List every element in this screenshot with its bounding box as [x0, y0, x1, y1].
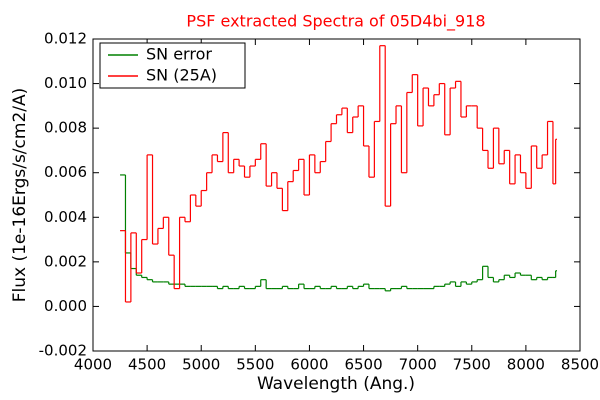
plot-frame	[92, 38, 581, 352]
x-tick-label: 6500	[344, 356, 382, 374]
x-tick-label: 8500	[561, 356, 599, 374]
x-tick-label: 7000	[399, 356, 437, 374]
y-tick-label: -0.002	[39, 342, 87, 360]
y-axis-label: Flux (1e-16Ergs/s/cm2/A)	[10, 88, 30, 303]
plot-area	[120, 45, 558, 303]
legend-box	[99, 42, 246, 89]
legend-label: SN error	[146, 45, 212, 64]
y-tick-label: 0.010	[44, 74, 87, 92]
x-tick-label: 5500	[236, 356, 274, 374]
y-tick-label: 0.002	[44, 252, 87, 270]
x-tick-label: 6000	[290, 356, 328, 374]
y-tick-label: 0.000	[44, 297, 87, 315]
y-tick-label: 0.006	[44, 163, 87, 181]
x-tick-label: 5000	[182, 356, 220, 374]
x-tick-label: 4500	[128, 356, 166, 374]
y-tick-label: 0.008	[44, 119, 87, 137]
chart-title: PSF extracted Spectra of 05D4bi_918	[186, 12, 485, 32]
x-tick-label: 4000	[74, 356, 112, 374]
x-axis-label: Wavelength (Ang.)	[257, 374, 415, 394]
y-tick-label: 0.012	[44, 30, 87, 48]
legend-label: SN (25A)	[146, 66, 217, 85]
x-tick-label: 7500	[453, 356, 491, 374]
x-tick-label: 8000	[507, 356, 545, 374]
y-tick-label: 0.004	[44, 208, 87, 226]
